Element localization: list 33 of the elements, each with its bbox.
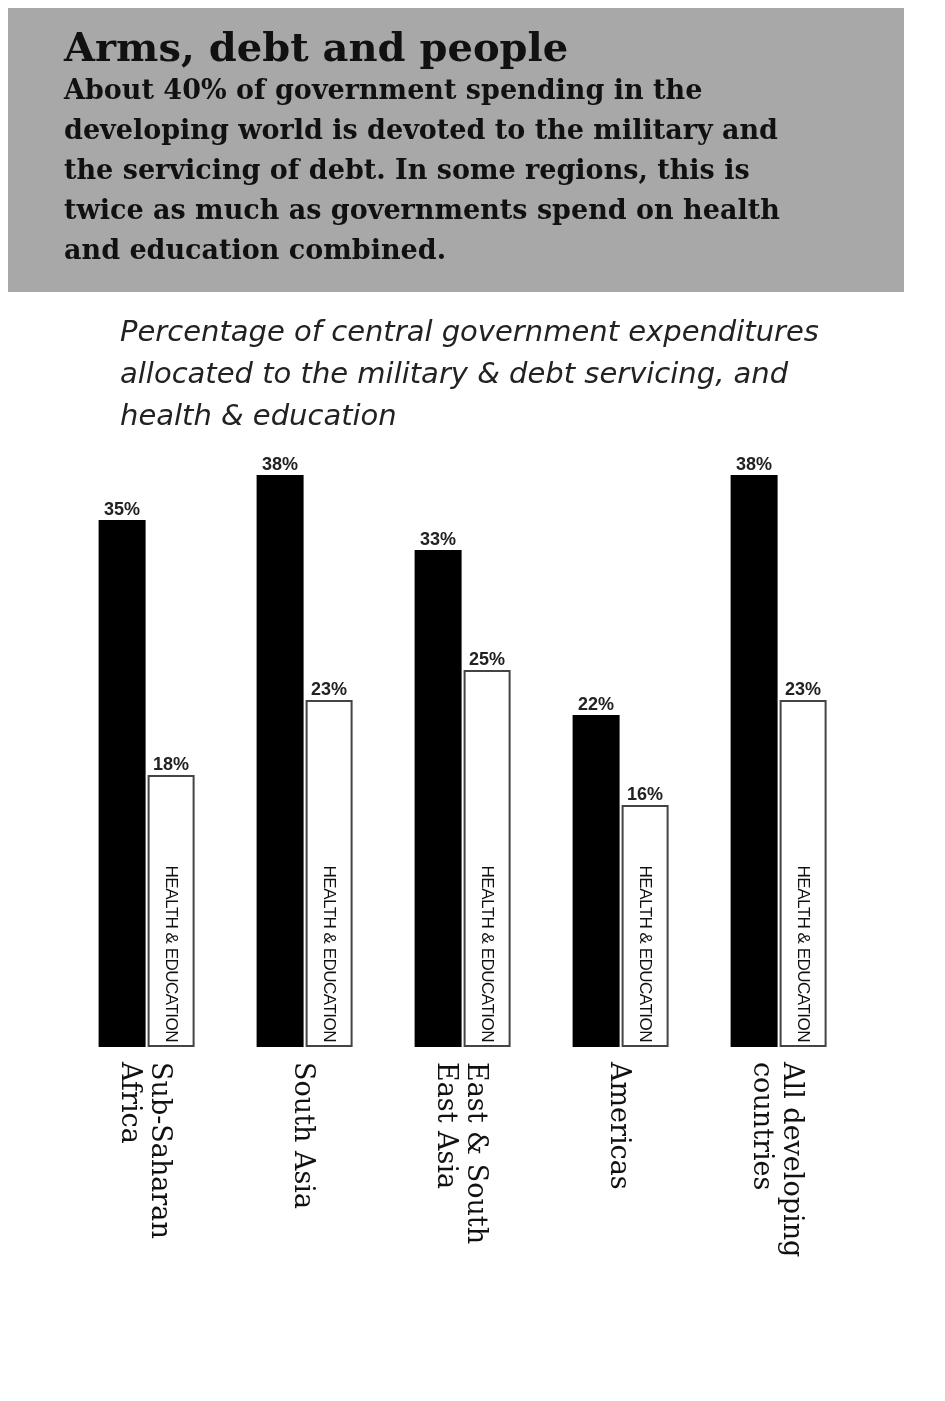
x-tick-label: Sub-Saharan Africa bbox=[116, 1061, 177, 1239]
bar bbox=[147, 775, 195, 1047]
data-label: 25% bbox=[469, 649, 506, 669]
bar bbox=[572, 715, 620, 1047]
series-label: HEALTH & EDUCATION bbox=[161, 865, 181, 1042]
bar bbox=[414, 550, 462, 1047]
bar bbox=[779, 700, 827, 1047]
bar bbox=[463, 670, 511, 1047]
text: HEALTH & EDUCATION bbox=[477, 865, 497, 1042]
data-label: 23% bbox=[311, 679, 348, 699]
x-tick-label: Americas bbox=[605, 1061, 636, 1190]
data-label: 33% bbox=[420, 529, 457, 549]
chart-title: Arms, debt and people bbox=[64, 23, 570, 70]
data-label: 38% bbox=[262, 454, 299, 474]
bar bbox=[621, 805, 669, 1047]
data-label: 18% bbox=[153, 754, 190, 774]
text: HEALTH & EDUCATION bbox=[319, 865, 339, 1042]
bar bbox=[256, 475, 304, 1047]
data-label: 23% bbox=[785, 679, 822, 699]
bar bbox=[730, 475, 778, 1047]
x-tick-label: East & South East Asia bbox=[432, 1062, 493, 1245]
x-tick-label: All developing countries bbox=[748, 1061, 809, 1258]
data-label: 35% bbox=[104, 499, 141, 519]
x-tick-label: South Asia bbox=[289, 1062, 320, 1210]
text: HEALTH & EDUCATION bbox=[635, 865, 655, 1042]
text: HEALTH & EDUCATION bbox=[793, 865, 813, 1042]
bar bbox=[98, 520, 146, 1047]
data-label: 22% bbox=[578, 694, 615, 714]
text: Percentage of central government expenditures allocated to the military & debt servicing, and health & education bbox=[119, 313, 820, 434]
bar bbox=[305, 700, 353, 1047]
chart-subtitle: About 40% of government spending in the developing world is devoted to the military and the servicing of debt. In some regions, this is twice as much as governments spend on health and education combined. bbox=[64, 73, 781, 267]
data-label: 38% bbox=[736, 454, 773, 474]
data-label: 16% bbox=[627, 784, 664, 804]
